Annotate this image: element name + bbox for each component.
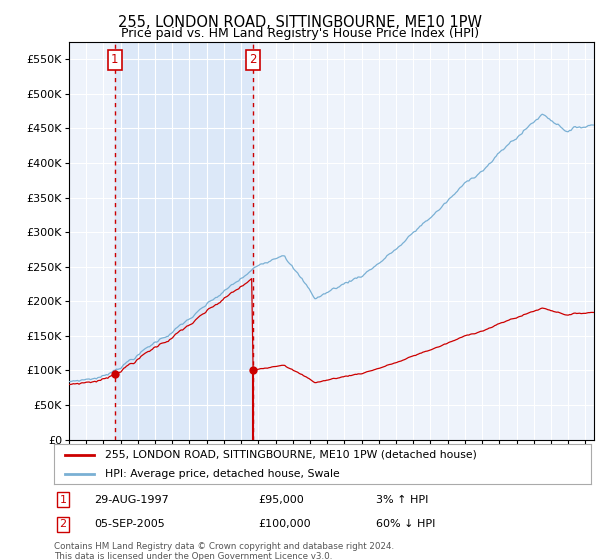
Text: 1: 1 <box>111 53 119 67</box>
Text: 2: 2 <box>59 519 67 529</box>
Text: £95,000: £95,000 <box>258 494 304 505</box>
Text: 60% ↓ HPI: 60% ↓ HPI <box>376 519 436 529</box>
Text: 05-SEP-2005: 05-SEP-2005 <box>94 519 165 529</box>
Text: 255, LONDON ROAD, SITTINGBOURNE, ME10 1PW: 255, LONDON ROAD, SITTINGBOURNE, ME10 1P… <box>118 15 482 30</box>
Text: HPI: Average price, detached house, Swale: HPI: Average price, detached house, Swal… <box>105 469 340 478</box>
Text: 2: 2 <box>249 53 257 67</box>
Text: 29-AUG-1997: 29-AUG-1997 <box>94 494 169 505</box>
Bar <box>115 42 253 440</box>
Text: Price paid vs. HM Land Registry's House Price Index (HPI): Price paid vs. HM Land Registry's House … <box>121 27 479 40</box>
Text: Contains HM Land Registry data © Crown copyright and database right 2024.
This d: Contains HM Land Registry data © Crown c… <box>54 542 394 560</box>
Text: 3% ↑ HPI: 3% ↑ HPI <box>376 494 428 505</box>
Text: £100,000: £100,000 <box>258 519 311 529</box>
Text: 1: 1 <box>59 494 67 505</box>
Text: 255, LONDON ROAD, SITTINGBOURNE, ME10 1PW (detached house): 255, LONDON ROAD, SITTINGBOURNE, ME10 1P… <box>105 450 477 460</box>
